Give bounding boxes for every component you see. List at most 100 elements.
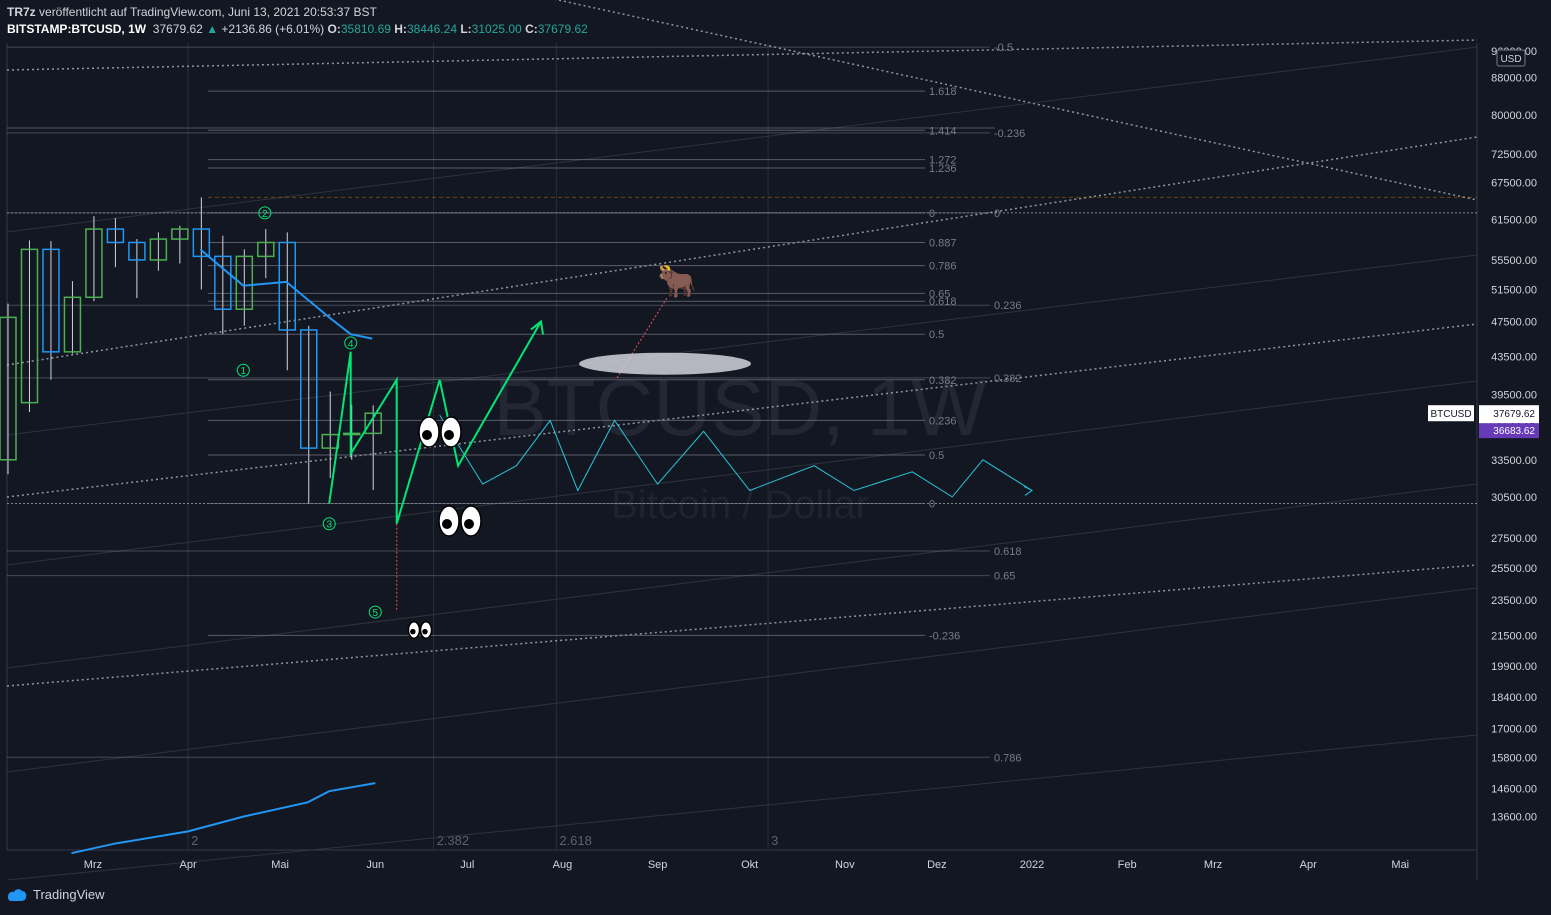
price-tick-label: 27500.00 (1491, 533, 1537, 545)
symbol-tag-label: BTCUSD (1430, 409, 1471, 420)
tradingview-branding[interactable]: TradingView (7, 887, 105, 902)
time-tick-label: Apr (1300, 859, 1317, 871)
eyes-emoji-pupil (464, 519, 474, 529)
regression-channel-line (6, 254, 1478, 436)
eyes-emoji-pupil (422, 628, 428, 635)
fib-level-label-b: 0 (994, 208, 1000, 220)
wave-label-circle (236, 363, 250, 377)
high-label: H: (394, 22, 407, 36)
high-value: 38446.24 (406, 22, 457, 36)
price-tick-label: 51500.00 (1491, 285, 1537, 297)
low-label: L: (460, 22, 472, 36)
candle-body (106, 228, 125, 244)
candle-body (278, 241, 297, 331)
watermark-description: Bitcoin / Dollar (611, 483, 869, 527)
wave-arrow-head (530, 319, 544, 335)
author: TR7z (7, 5, 36, 19)
fib-level-label: 0.236 (929, 415, 957, 427)
fib-level-label: 1.272 (929, 155, 957, 167)
price-tick-label: 88000.00 (1491, 72, 1537, 84)
price-tick-label: 47500.00 (1491, 317, 1537, 329)
tradingview-logo-icon (8, 888, 27, 901)
ohlc-legend: BITSTAMP:BTCUSD, 1W 37679.62 ▲ +2136.86 … (7, 22, 588, 36)
elliott-wave-path (328, 321, 542, 524)
moving-average-upper (199, 248, 373, 340)
symbol-label[interactable]: BITSTAMP:BTCUSD, 1W (7, 22, 147, 36)
regression-channel-line (6, 323, 1478, 498)
wave-label-text: 5 (372, 608, 378, 619)
time-tick-label: Mrz (1204, 859, 1222, 871)
fib-level-label: 0.887 (929, 237, 957, 249)
fib-level-label-b: -0.236 (994, 128, 1025, 140)
eyes-emoji-pupil (444, 430, 454, 440)
fib-level-label: 0.618 (929, 296, 957, 308)
fib-level-label: 0 (929, 208, 935, 220)
price-tick-label: 43500.00 (1491, 351, 1537, 363)
fib-level-label: 1.236 (929, 163, 957, 175)
wave-label-circle (368, 605, 382, 619)
price-tick-label: 23500.00 (1491, 595, 1537, 607)
price-tick-label: 72500.00 (1491, 149, 1537, 161)
fib-level-label-b: 0.382 (994, 373, 1022, 385)
open-value: 35810.69 (340, 22, 391, 36)
watermark-symbol: BTCUSD, 1W (493, 363, 987, 452)
candle-body (20, 248, 39, 404)
time-tick-label: Apr (180, 859, 197, 871)
time-tick-label: 2022 (1020, 859, 1044, 871)
candle-body (192, 228, 211, 258)
fib-level-label: 0.5 (929, 450, 944, 462)
time-tick-label: Sep (648, 859, 668, 871)
wave-label-circle (258, 206, 272, 220)
candle-body (128, 241, 146, 261)
price-change: +2136.86 (+6.01%) (221, 22, 325, 36)
price-tick-label: 39500.00 (1491, 390, 1537, 402)
regression-channel-line (6, 46, 1478, 233)
regression-channel-line (6, 587, 1478, 773)
fib-time-label: 2 (191, 833, 198, 848)
publish-text: veröffentlicht auf TradingView.com, Juni… (39, 5, 377, 19)
fib-level-label: 0 (929, 498, 935, 510)
alt-price-tag (1479, 423, 1539, 439)
time-tick-label: Okt (741, 859, 758, 871)
candle-body (364, 412, 382, 435)
publish-info: TR7z veröffentlicht auf TradingView.com,… (7, 5, 377, 19)
fib-level-label-b: 0.786 (994, 752, 1022, 764)
candle-body (300, 329, 318, 449)
fib-level-label-b: 0.618 (994, 546, 1022, 558)
candle-body (171, 228, 189, 240)
wave-label-text: 2 (262, 209, 268, 220)
candle-body (149, 238, 168, 261)
candle-body (42, 248, 60, 353)
projection-path (439, 414, 1033, 498)
last-price: 37679.62 (152, 22, 203, 36)
price-tick-label: 55500.00 (1491, 255, 1537, 267)
candle-body (85, 228, 103, 299)
currency-label: USD (1500, 54, 1521, 65)
fib-level-label: 0.65 (929, 288, 950, 300)
moving-average-lower (71, 782, 376, 855)
price-tick-label: 17000.00 (1491, 723, 1537, 735)
fib-level-label: -0.236 (929, 630, 960, 642)
fib-level-label: 0.382 (929, 375, 957, 387)
candle-body (257, 241, 275, 258)
candle-body (342, 432, 361, 436)
eyes-emoji-pupil (422, 430, 432, 440)
time-tick-label: Mai (1391, 859, 1409, 871)
close-value: 37679.62 (537, 22, 588, 36)
alt-price-tag-value: 36683.62 (1493, 426, 1535, 437)
time-tick-label: Jun (366, 859, 384, 871)
candle-body (235, 255, 254, 310)
regression-channel-line (6, 39, 1478, 71)
fib-time-label: 3 (771, 833, 778, 848)
currency-badge (1496, 49, 1526, 67)
fib-level-label-b: 0.65 (994, 571, 1015, 583)
regression-channel-line (6, 734, 1478, 881)
price-tick-label: 80000.00 (1491, 110, 1537, 122)
resistance-zone-ellipse (579, 352, 751, 375)
price-tick-label: 33500.00 (1491, 455, 1537, 467)
regression-channel-line (6, 564, 1478, 687)
wave-label-text: 4 (348, 339, 354, 350)
fib-level-label-b: 0.236 (994, 300, 1022, 312)
